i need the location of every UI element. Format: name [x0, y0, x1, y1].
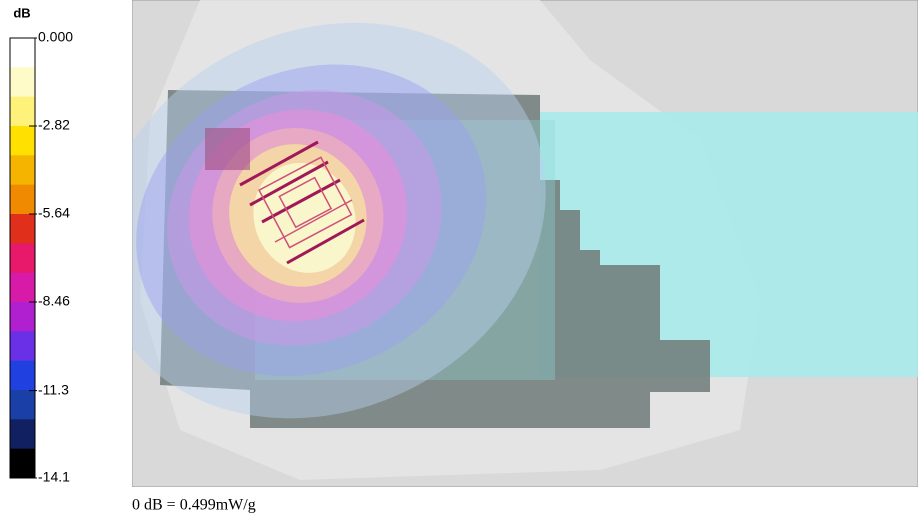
- color-band: [10, 448, 35, 479]
- tick-label: -11.3: [38, 381, 69, 397]
- color-band: [10, 243, 35, 274]
- color-band: [10, 214, 35, 244]
- color-band: [10, 67, 35, 98]
- color-band: [10, 302, 35, 332]
- tick-label: -8.46: [38, 293, 70, 309]
- color-band: [10, 331, 35, 362]
- color-band: [10, 360, 35, 391]
- connector: [205, 128, 250, 170]
- tick-label: -5.64: [38, 205, 70, 221]
- colorbar: 0.000 -2.82 -5.64 -8.46 -11.3 -14.1: [9, 29, 73, 485]
- color-band: [10, 155, 35, 186]
- color-band: [10, 126, 35, 156]
- colorbar-frame: [9, 37, 36, 479]
- color-band: [10, 390, 35, 420]
- caption: 0 dB = 0.499mW/g: [132, 497, 256, 514]
- color-band: [10, 184, 35, 215]
- colorbar-label: dB: [13, 5, 30, 20]
- color-band: [10, 38, 35, 68]
- color-band: [10, 96, 35, 127]
- color-band: [10, 419, 35, 450]
- color-band: [10, 272, 35, 303]
- antenna: [239, 140, 365, 265]
- tick-label: -2.82: [38, 117, 70, 133]
- sar-render: [132, 0, 918, 487]
- tick-label: 0.000: [38, 29, 73, 45]
- tick-label: -14.1: [38, 469, 70, 485]
